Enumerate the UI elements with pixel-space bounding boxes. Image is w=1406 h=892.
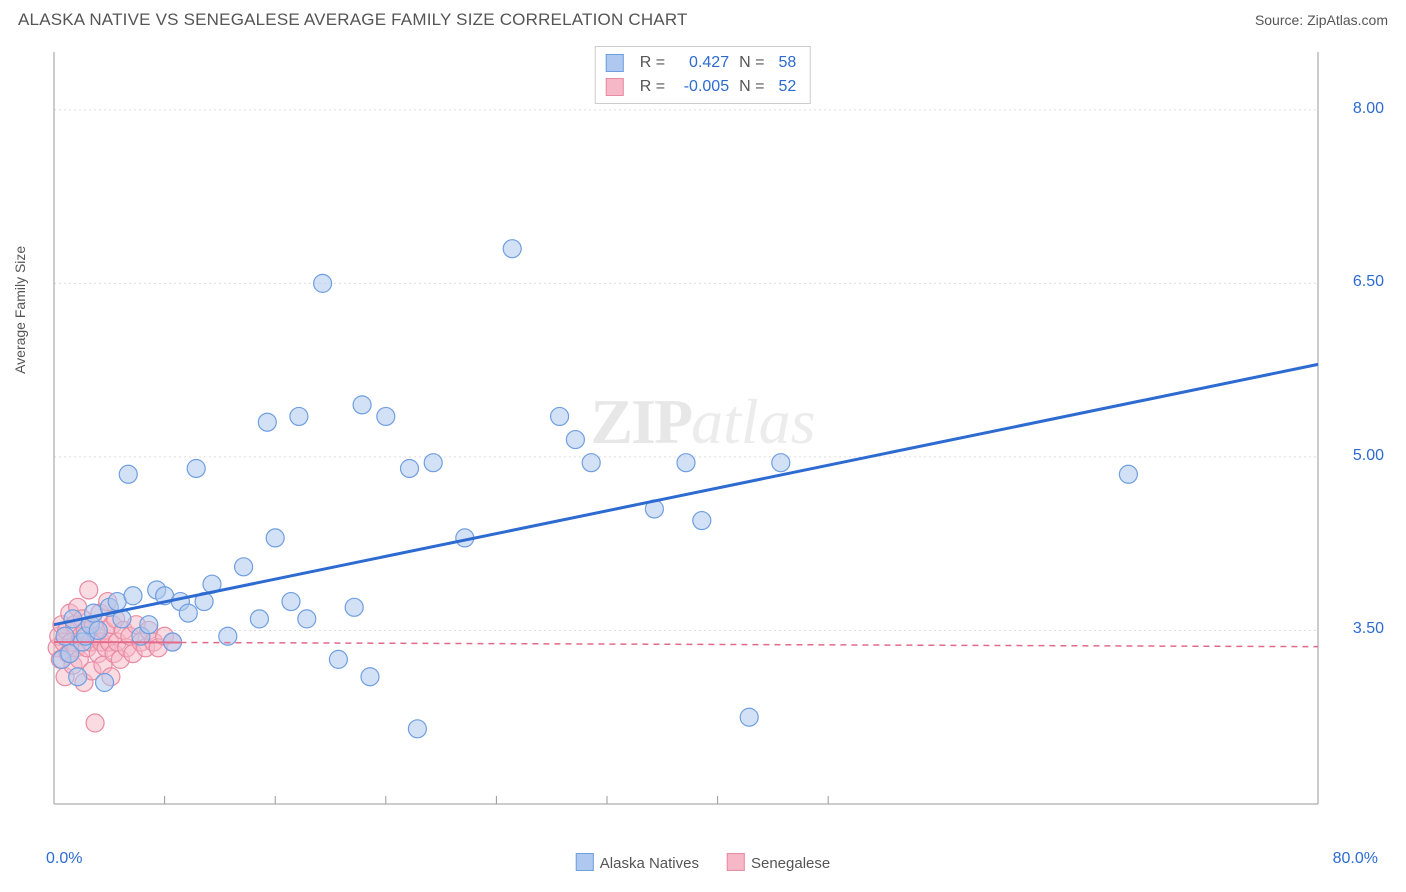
y-axis-label: Average Family Size [12, 246, 28, 374]
source-name: ZipAtlas.com [1307, 12, 1388, 28]
swatch-pink-icon [606, 78, 624, 96]
y-tick-label: 5.00 [1353, 447, 1384, 465]
y-tick-label: 3.50 [1353, 620, 1384, 638]
scatter-chart [18, 42, 1388, 834]
bottom-legend: Alaska Natives Senegalese [576, 853, 830, 872]
y-tick-label: 8.00 [1353, 100, 1384, 118]
chart-area: Average Family Size ZIPatlas [18, 42, 1388, 834]
n-label-0: N = [739, 51, 764, 75]
x-axis-min-label: 0.0% [46, 850, 82, 868]
stats-legend: R = 0.427 N = 58 R = -0.005 N = 52 [595, 46, 811, 104]
legend-item-1: Senegalese [727, 853, 830, 872]
r-label-0: R = [640, 51, 665, 75]
legend-item-0: Alaska Natives [576, 853, 699, 872]
stats-row-1: R = -0.005 N = 52 [606, 75, 796, 99]
source-prefix: Source: [1255, 12, 1307, 28]
swatch-blue-icon [606, 54, 624, 72]
n-value-1: 52 [778, 75, 796, 99]
r-label-1: R = [640, 75, 665, 99]
n-label-1: N = [739, 75, 764, 99]
stats-row-0: R = 0.427 N = 58 [606, 51, 796, 75]
chart-title: ALASKA NATIVE VS SENEGALESE AVERAGE FAMI… [18, 10, 688, 30]
r-value-0: 0.427 [675, 51, 729, 75]
chart-header: ALASKA NATIVE VS SENEGALESE AVERAGE FAMI… [0, 0, 1406, 34]
x-axis-max-label: 80.0% [1333, 850, 1378, 868]
legend-label-1: Senegalese [751, 855, 830, 872]
legend-label-0: Alaska Natives [600, 855, 699, 872]
swatch-blue-legend-icon [576, 853, 594, 871]
n-value-0: 58 [778, 51, 796, 75]
chart-source: Source: ZipAtlas.com [1255, 12, 1388, 28]
r-value-1: -0.005 [675, 75, 729, 99]
swatch-pink-legend-icon [727, 853, 745, 871]
y-tick-label: 6.50 [1353, 273, 1384, 291]
